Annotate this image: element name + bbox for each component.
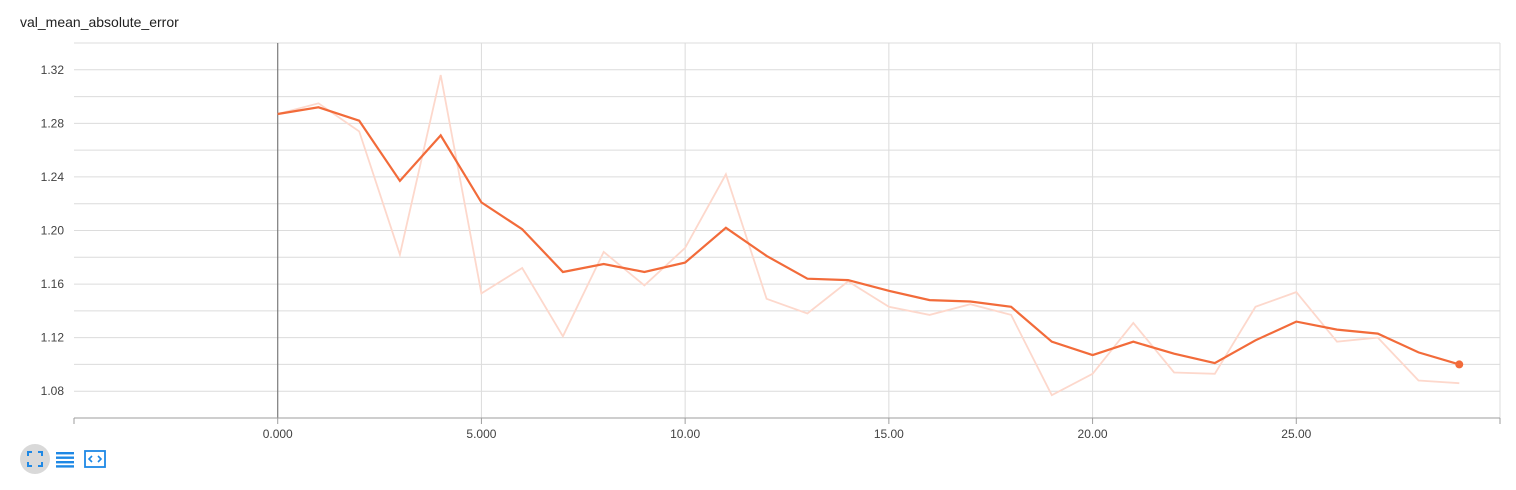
series-end-point bbox=[1455, 360, 1464, 369]
y-tick-label: 1.12 bbox=[41, 331, 65, 345]
series-group bbox=[277, 74, 1464, 397]
chart-title: val_mean_absolute_error bbox=[20, 14, 179, 30]
y-tick-label: 1.24 bbox=[41, 170, 65, 184]
zoom-reset-button[interactable] bbox=[80, 444, 110, 474]
fit-domain-icon bbox=[27, 451, 43, 467]
y-tick-label: 1.28 bbox=[41, 116, 65, 130]
raw-series-line bbox=[277, 74, 1460, 397]
x-tick-label: 20.00 bbox=[1078, 427, 1108, 440]
y-axis-ticks: 1.08 1.12 1.16 1.20 1.24 1.28 1.32 bbox=[41, 63, 65, 398]
fit-domain-button[interactable] bbox=[20, 444, 50, 474]
y-tick-label: 1.32 bbox=[41, 63, 65, 77]
x-tick-label: 5.000 bbox=[466, 427, 496, 440]
x-tick-label: 0.000 bbox=[263, 427, 293, 440]
x-tick-label: 15.00 bbox=[874, 427, 904, 440]
y-tick-label: 1.16 bbox=[41, 277, 65, 291]
y-tick-label: 1.08 bbox=[41, 384, 65, 398]
x-tick-label: 25.00 bbox=[1281, 427, 1311, 440]
axes bbox=[73, 43, 1501, 424]
grid bbox=[74, 42, 1500, 419]
x-tick-label: 10.00 bbox=[670, 427, 700, 440]
y-tick-label: 1.20 bbox=[41, 224, 65, 238]
zoom-reset-icon bbox=[84, 450, 106, 468]
log-scale-button[interactable] bbox=[50, 444, 80, 474]
smoothed-series-line bbox=[277, 106, 1460, 366]
line-chart[interactable]: 1.08 1.12 1.16 1.20 1.24 1.28 1.32 0.000 5.000 1… bbox=[0, 0, 1516, 440]
x-axis-ticks: 0.000 5.000 10.00 15.00 20.00 25.00 bbox=[263, 427, 1312, 440]
log-scale-icon bbox=[56, 452, 74, 468]
chart-toolbar bbox=[20, 444, 110, 474]
